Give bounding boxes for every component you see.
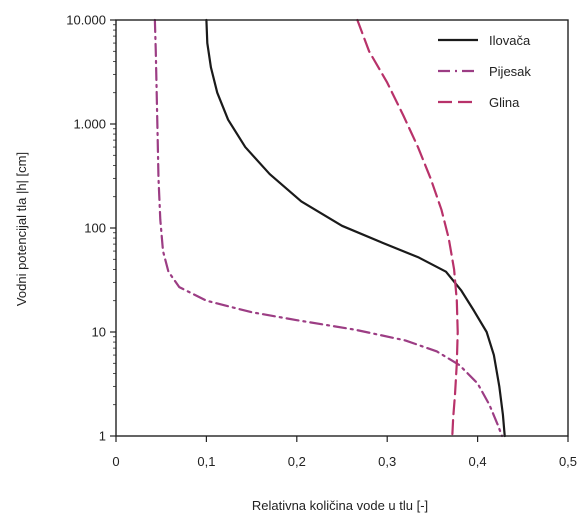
x-tick-label: 0,4	[469, 454, 487, 469]
x-axis-label: Relativna količina vode u tlu [-]	[252, 498, 428, 513]
y-tick-label: 10.000	[66, 13, 106, 28]
y-tick-label: 1.000	[73, 117, 106, 132]
axis-ticks: 0 0,1 0,2 0,3 0,4 0,5 1 10 100 1.000 10.000	[66, 13, 577, 470]
legend: Ilovača Pijesak Glina	[438, 33, 531, 110]
y-tick-label: 10	[92, 325, 106, 340]
plot-area	[116, 20, 568, 436]
x-tick-label: 0,2	[288, 454, 306, 469]
series-line-2	[153, 18, 504, 438]
x-tick-label: 0,1	[197, 454, 215, 469]
series-line-1	[205, 18, 506, 438]
y-tick-label: 100	[84, 221, 106, 236]
x-tick-label: 0,3	[378, 454, 396, 469]
legend-label-3: Glina	[489, 95, 520, 110]
axis-box	[115, 19, 569, 437]
legend-label-1: Ilovača	[489, 33, 531, 48]
x-tick-label: 0,5	[559, 454, 577, 469]
legend-label-2: Pijesak	[489, 64, 531, 79]
y-axis-label: Vodni potencijal tla |h| [cm]	[14, 152, 29, 306]
axis-frame	[115, 19, 569, 437]
x-tick-label: 0	[112, 454, 119, 469]
plot-background	[116, 20, 568, 436]
y-tick-label: 1	[99, 429, 106, 444]
series-line-3	[356, 18, 459, 438]
series-layer	[153, 18, 506, 438]
